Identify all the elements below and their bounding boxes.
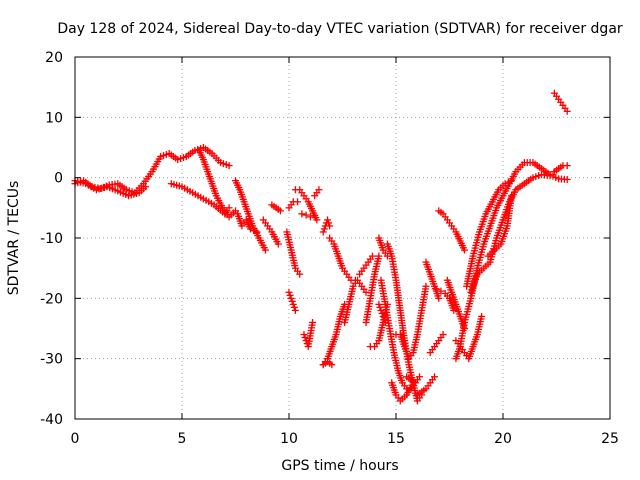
data-point — [460, 246, 468, 254]
data-point — [296, 270, 304, 278]
data-point — [261, 246, 269, 254]
data-point — [478, 312, 486, 320]
data-point — [286, 291, 294, 299]
data-point — [504, 178, 512, 186]
data-point — [325, 219, 333, 227]
data-point — [431, 373, 439, 381]
data-point — [437, 287, 445, 295]
data-point — [324, 216, 332, 224]
y-tick-label: -10 — [40, 231, 63, 247]
data-point — [439, 331, 447, 339]
data-point — [375, 252, 383, 260]
x-tick-label: 20 — [494, 431, 512, 447]
chart-title: Day 128 of 2024, Sidereal Day-to-day VTE… — [57, 21, 623, 37]
x-axis-label: GPS time / hours — [281, 458, 398, 474]
data-point — [306, 213, 314, 221]
data-point — [362, 288, 370, 296]
data-point — [274, 240, 282, 248]
x-tick-label: 5 — [178, 431, 187, 447]
data-point — [300, 331, 308, 339]
data-point — [250, 226, 258, 234]
data-point — [285, 288, 293, 296]
data-point — [563, 162, 571, 170]
grid — [75, 57, 610, 419]
axis-ticks — [74, 56, 611, 420]
data-point — [379, 312, 387, 320]
data-point — [563, 175, 571, 183]
data-point — [290, 303, 298, 311]
x-tick-label: 15 — [387, 431, 405, 447]
y-axis-label: SDTVAR / TECUs — [6, 181, 22, 296]
data-point — [380, 315, 388, 323]
data-point — [377, 306, 385, 314]
data-point — [375, 300, 383, 308]
data-point — [315, 186, 323, 194]
x-tick-label: 10 — [280, 431, 298, 447]
data-point — [326, 222, 334, 230]
data-point — [302, 211, 310, 219]
data-point — [328, 361, 336, 369]
y-tick-label: 10 — [45, 110, 63, 126]
y-tick-label: -40 — [40, 412, 63, 428]
data-point — [450, 306, 458, 314]
data-point — [287, 294, 295, 302]
data-point — [433, 285, 441, 293]
data-point — [246, 225, 254, 233]
data-point — [291, 306, 299, 314]
data-point — [253, 228, 261, 236]
y-tick-label: 20 — [45, 50, 63, 66]
data-point — [276, 207, 284, 215]
data-point — [563, 107, 571, 115]
data-point — [320, 225, 328, 233]
data-point — [288, 297, 296, 305]
data-point — [378, 309, 386, 317]
data-point — [416, 373, 424, 381]
data-point — [368, 252, 376, 260]
data-point — [508, 177, 516, 185]
data-point — [313, 216, 321, 224]
data-point — [422, 282, 430, 290]
data-point — [294, 198, 302, 206]
y-tick-labels: -40 -30 -20 -10 0 10 20 — [40, 50, 63, 428]
x-tick-label: 25 — [601, 431, 619, 447]
data-point — [225, 162, 233, 170]
data-point — [435, 294, 443, 302]
data-point — [301, 334, 309, 342]
data-point — [289, 300, 297, 308]
x-tick-label: 0 — [71, 431, 80, 447]
data-point — [225, 204, 233, 212]
x-tick-labels: 0 5 10 15 20 25 — [71, 431, 619, 447]
y-tick-label: 0 — [54, 171, 63, 187]
data-point — [501, 180, 509, 188]
data-point — [508, 192, 516, 200]
data-point — [319, 228, 327, 236]
y-tick-label: -20 — [40, 291, 63, 307]
data-point — [298, 210, 306, 218]
data-point — [411, 379, 419, 387]
data-point — [309, 318, 317, 326]
y-tick-label: -30 — [40, 352, 63, 368]
data-points — [71, 89, 571, 405]
data-point — [142, 183, 150, 191]
data-point — [546, 172, 554, 180]
